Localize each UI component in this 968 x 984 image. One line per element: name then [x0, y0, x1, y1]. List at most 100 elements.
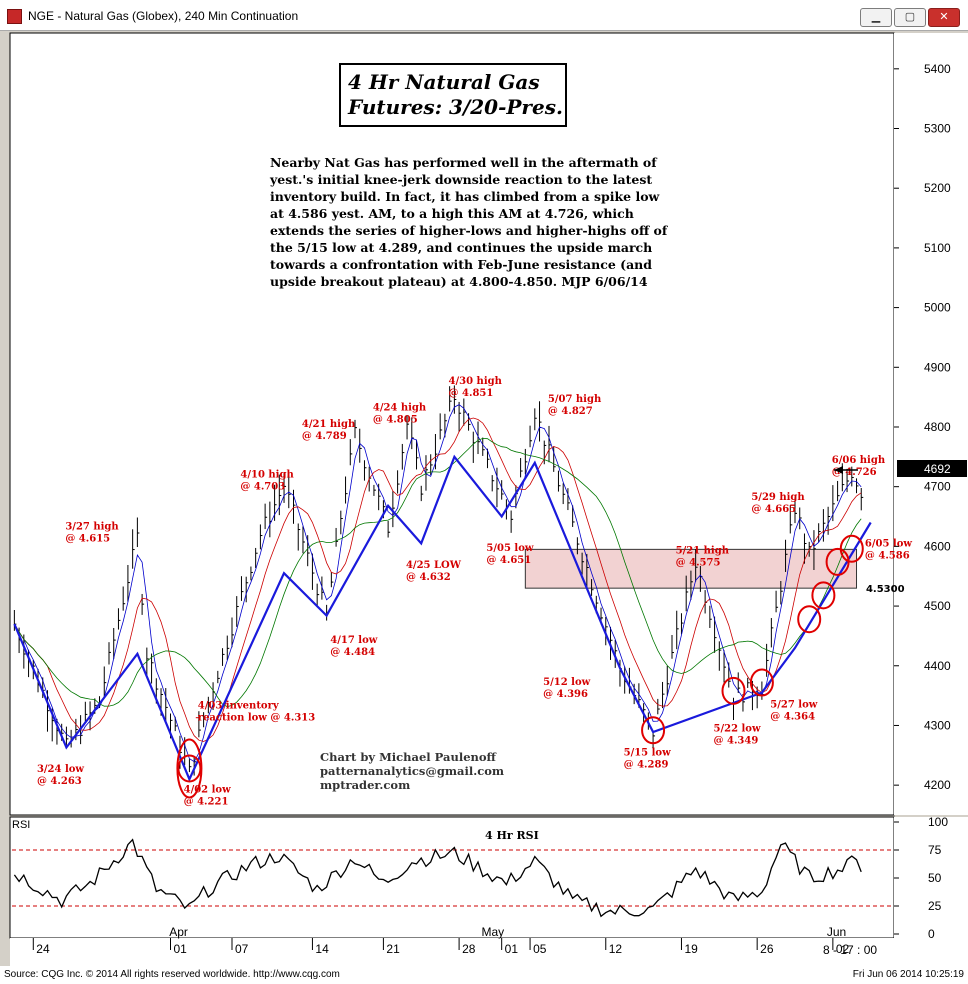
ma-mid-line [14, 417, 862, 742]
zone-label: 4.5300 [866, 584, 905, 595]
annotation-line: @ 4.364 [770, 712, 815, 723]
pivot-annotation: 5/15 low@ 4.289 [624, 747, 671, 770]
annotation-line: @ 4.789 [302, 431, 347, 442]
trendline [13, 454, 872, 782]
price-tick-label: 5100 [924, 241, 951, 255]
time-axis-month-label: Apr [169, 925, 188, 939]
time-axis-day-label: 05 [533, 942, 547, 956]
highlight-circle [749, 668, 774, 697]
annotation-line: 5/15 low [624, 747, 671, 758]
pivot-annotation: 5/05 low@ 4.651 [486, 543, 533, 566]
commentary-line: towards a confrontation with Feb-June re… [270, 257, 652, 272]
rsi-tick-label: 100 [928, 815, 948, 829]
annotation-line: @ 4.263 [37, 776, 82, 787]
time-axis-day-label: 07 [235, 942, 249, 956]
rsi-tick-label: 0 [928, 927, 935, 941]
close-button[interactable]: ✕ [928, 8, 960, 27]
annotation-line: @ 4.221 [184, 796, 229, 807]
pivot-annotation: 4/17 low@ 4.484 [330, 635, 377, 658]
minimize-button[interactable]: ▁ [860, 8, 892, 27]
commentary-line: upside breakout plateau) at 4.800-4.850.… [270, 274, 648, 289]
annotation-line: @ 4.615 [65, 534, 110, 545]
ma-slow-line [14, 437, 862, 708]
rsi-title: 4 Hr RSI [485, 829, 539, 842]
highlight-circle [641, 716, 666, 745]
annotation-line: @ 4.484 [330, 647, 375, 658]
pivot-annotation: 4/24 high@ 4.805 [373, 402, 427, 425]
highlight-circle [797, 605, 822, 634]
annotation-line: @ 4.851 [449, 388, 494, 399]
annotation-line: 5/29 high [751, 492, 805, 503]
annotation-line: @ 4.575 [676, 558, 721, 569]
time-axis-day-label: 01 [173, 942, 187, 956]
annotation-line: 6/06 high [832, 455, 886, 466]
annotation-line: 4/25 LOW [406, 560, 462, 571]
credit-line: mptrader.com [320, 778, 410, 792]
price-tick-label: 4200 [924, 778, 951, 792]
annotation-line: 4/10 high [240, 470, 294, 481]
credit-line: Chart by Michael Paulenoff [320, 750, 498, 764]
highlight-circle [721, 676, 746, 705]
credit-line: patternanalytics@gmail.com [320, 764, 504, 778]
price-tick-label: 5000 [924, 301, 951, 315]
time-axis-day-label: 14 [315, 942, 329, 956]
price-tick-label: 4700 [924, 480, 951, 494]
arrow-left-icon [834, 466, 843, 474]
annotation-line: 5/27 low [770, 700, 817, 711]
app-icon [7, 9, 22, 24]
annotation-line: @ 4.665 [751, 504, 796, 515]
annotation-line: @ 4.349 [714, 735, 759, 746]
rsi-panel-label: RSI [12, 819, 30, 831]
pivot-annotation: 3/24 low@ 4.263 [37, 764, 84, 787]
time-axis-day-label: 02 [836, 942, 850, 956]
annotation-line: reaction low @ 4.313 [198, 713, 315, 724]
rsi-line [13, 838, 862, 918]
pivot-annotation: 5/21 high@ 4.575 [676, 546, 730, 569]
time-axis-day-label: 28 [462, 942, 476, 956]
footer-timestamp: Fri Jun 06 2014 10:25:19 [852, 969, 964, 980]
chart-canvas: 4.5300 3/27 high@ 4.615 3/24 low@ 4.263 4/… [9, 32, 968, 966]
annotation-line: @ 4.805 [373, 414, 418, 425]
annotation-line: 3/27 high [65, 522, 119, 533]
footer-source: Source: CQG Inc. © 2014 All rights reser… [4, 969, 340, 980]
last-price-marker: 4692 [834, 460, 967, 477]
annotation-line: 5/22 low [714, 723, 761, 734]
annotation-line: 4/24 high [373, 402, 427, 413]
commentary-line: extends the series of higher-lows and hi… [270, 223, 669, 238]
footer-bar: Source: CQG Inc. © 2014 All rights reser… [0, 966, 968, 984]
highlight-circle [839, 534, 864, 563]
pivot-annotation: 5/27 low@ 4.364 [770, 700, 817, 723]
maximize-button[interactable]: ▢ [894, 8, 926, 27]
annotation-line: 4/30 high [449, 376, 503, 387]
annotation-line: 4/03 inventory [198, 701, 280, 712]
last-price-label: 4692 [924, 462, 951, 476]
time-axis-area [10, 938, 968, 966]
commentary-line: inventory build. In fact, it has climbed… [270, 189, 661, 204]
price-tick-label: 5300 [924, 122, 951, 136]
commentary-block: Nearby Nat Gas has performed well in the… [269, 155, 669, 289]
price-tick-label: 4600 [924, 539, 951, 553]
pivot-annotation: 5/12 low@ 4.396 [543, 677, 590, 700]
rsi-tick-label: 25 [928, 899, 942, 913]
annotation-line: 3/24 low [37, 764, 84, 775]
pivot-annotation: 4/02 low@ 4.221 [184, 784, 231, 807]
annotation-line: 5/21 high [676, 546, 730, 557]
pivot-annotation: 3/27 high@ 4.615 [65, 522, 119, 545]
time-axis-day-label: 24 [36, 942, 50, 956]
price-plot-area [9, 32, 895, 816]
pivot-annotation: 4/10 high@ 4.703 [240, 470, 294, 493]
title-bar[interactable]: NGE - Natural Gas (Globex), 240 Min Cont… [0, 0, 968, 31]
chart-title-box [339, 63, 567, 127]
time-axis-month-label: May [481, 925, 504, 939]
annotation-line: 4/17 low [330, 635, 377, 646]
price-tick-label: 4900 [924, 360, 951, 374]
price-tick-label: 4300 [924, 718, 951, 732]
session-label: 8 - 17 : 00 [823, 943, 877, 957]
annotation-line: @ 4.827 [548, 406, 593, 417]
window-title: NGE - Natural Gas (Globex), 240 Min Cont… [28, 9, 299, 23]
annotation-line: 5/12 low [543, 677, 590, 688]
commentary-line: yest.'s initial knee-jerk downside react… [269, 172, 652, 187]
annotation-line: 4/21 high [302, 419, 356, 430]
